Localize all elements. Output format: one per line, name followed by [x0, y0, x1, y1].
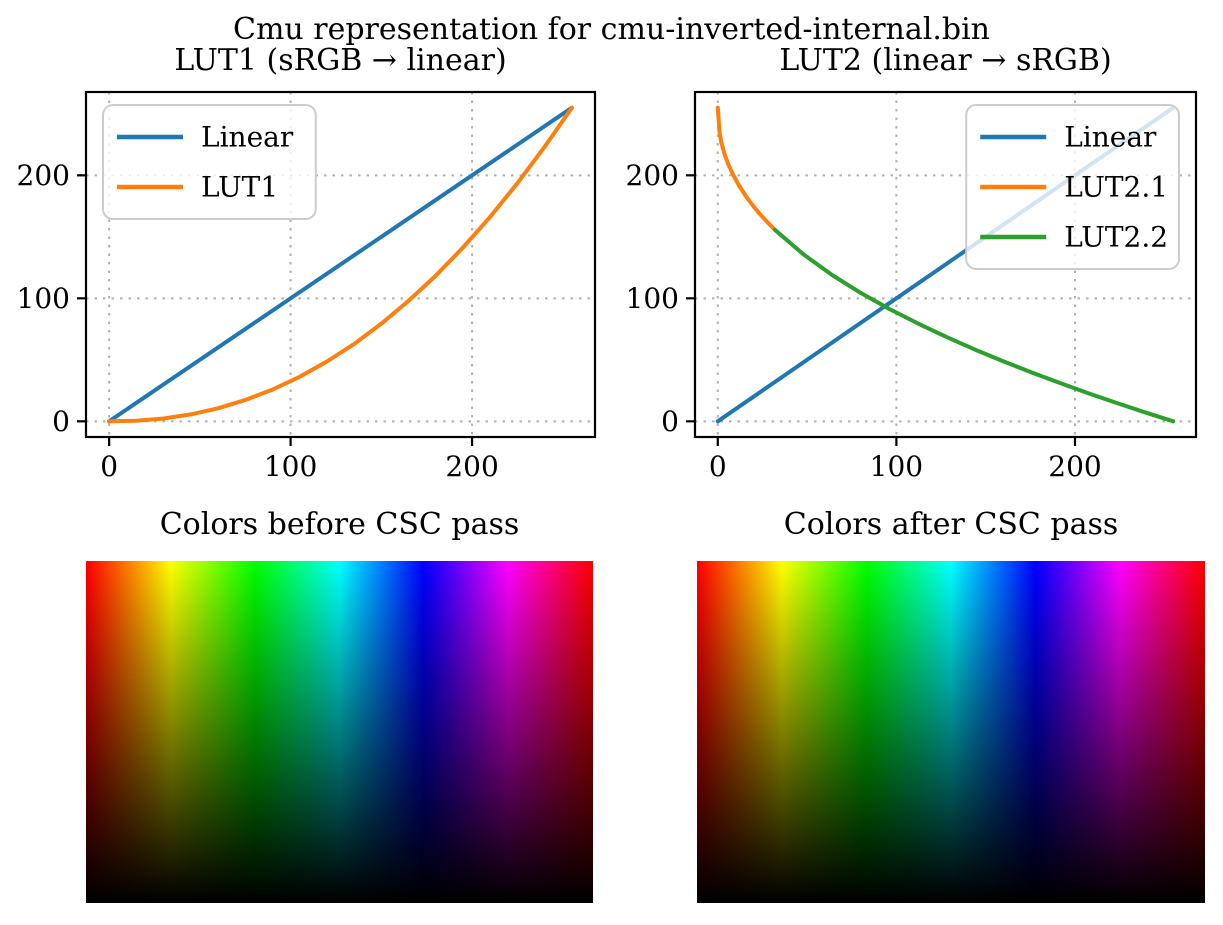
- colors-before-title: Colors before CSC pass: [159, 507, 520, 542]
- y-tick-label: 0: [52, 405, 70, 438]
- legend: Linear LUT2.1 LUT2.2: [965, 104, 1181, 270]
- y-tick-label: 0: [661, 405, 679, 438]
- tick-labels: 0 100 200 0 100 200: [17, 159, 499, 483]
- series-line-LUT1: [107, 105, 574, 424]
- x-tick-label: 100: [264, 450, 317, 483]
- lut2-chart-title: LUT2 (linear → sRGB): [779, 43, 1112, 78]
- x-tick-label: 100: [870, 450, 923, 483]
- legend-box: [102, 104, 317, 220]
- axes-frame: [693, 90, 1198, 439]
- colors-after-title: Colors after CSC pass: [783, 507, 1119, 542]
- x-tick-label: 0: [100, 450, 118, 483]
- tick-marks: [77, 174, 474, 446]
- colors-after-image: [697, 561, 1205, 903]
- x-tick-label: 200: [445, 450, 498, 483]
- gridlines: [86, 92, 595, 437]
- tick-labels: 0 100 200 0 100 200: [626, 159, 1102, 483]
- legend-label: LUT2.2: [1064, 221, 1168, 254]
- series-line-Linear: [107, 105, 574, 424]
- y-tick-label: 100: [17, 282, 70, 315]
- x-tick-label: 200: [1048, 450, 1101, 483]
- y-tick-label: 200: [17, 159, 70, 192]
- tick-marks: [686, 174, 1077, 446]
- lut1-chart-title: LUT1 (sRGB → linear): [174, 43, 507, 78]
- y-tick-label: 100: [626, 282, 679, 315]
- legend-label: LUT1: [201, 171, 278, 204]
- legend-label: Linear: [201, 121, 294, 154]
- colors-before-image: [86, 561, 593, 903]
- series-line-LUT2.2: [772, 227, 1176, 424]
- y-tick-label: 200: [626, 159, 679, 192]
- legend-label: LUT2.1: [1064, 171, 1168, 204]
- figure-suptitle: Cmu representation for cmu-inverted-inte…: [232, 12, 991, 47]
- legend-box: [965, 104, 1181, 270]
- legend: Linear LUT1: [102, 104, 317, 220]
- series-line-LUT2.1: [715, 105, 777, 232]
- axes-frame: [84, 90, 597, 439]
- legend-label: Linear: [1064, 121, 1157, 154]
- x-tick-label: 0: [709, 450, 727, 483]
